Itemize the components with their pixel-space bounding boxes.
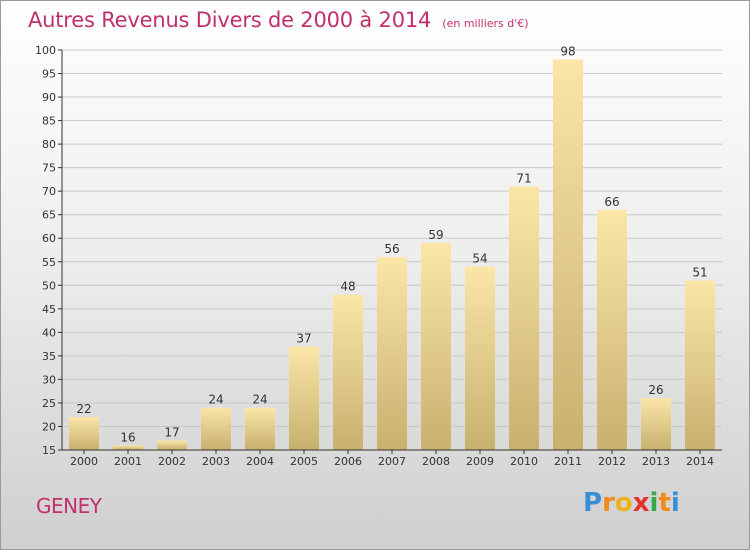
y-tick-label: 25 bbox=[42, 397, 56, 410]
y-tick-label: 100 bbox=[35, 44, 56, 57]
axes bbox=[58, 49, 722, 454]
data-label: 24 bbox=[252, 393, 267, 407]
bar bbox=[553, 59, 583, 450]
brand-letter: i bbox=[670, 488, 680, 518]
bar bbox=[69, 417, 99, 450]
data-label: 56 bbox=[384, 242, 399, 256]
data-label: 24 bbox=[208, 393, 223, 407]
brand-letter: o bbox=[614, 488, 633, 518]
y-tick-label: 50 bbox=[42, 279, 56, 292]
y-tick-label: 40 bbox=[42, 326, 56, 339]
data-label: 48 bbox=[340, 280, 355, 294]
x-tick-label: 2007 bbox=[378, 455, 406, 468]
data-label: 51 bbox=[692, 266, 707, 280]
x-tick-label: 2003 bbox=[202, 455, 230, 468]
y-tick-label: 90 bbox=[42, 91, 56, 104]
y-tick-label: 20 bbox=[42, 420, 56, 433]
chart-title: Autres Revenus Divers de 2000 à 2014 bbox=[28, 8, 432, 32]
bar bbox=[377, 257, 407, 450]
bar bbox=[597, 210, 627, 450]
data-label: 16 bbox=[120, 430, 135, 444]
bar bbox=[201, 407, 231, 450]
bar bbox=[685, 280, 715, 450]
data-label: 59 bbox=[428, 228, 443, 242]
chart-header: Autres Revenus Divers de 2000 à 2014 (en… bbox=[28, 8, 529, 32]
x-tick-label: 2013 bbox=[642, 455, 670, 468]
y-tick-label: 60 bbox=[42, 232, 56, 245]
data-label: 71 bbox=[516, 171, 531, 185]
y-tick-label: 55 bbox=[42, 256, 56, 269]
bar bbox=[641, 398, 671, 450]
bar bbox=[465, 266, 495, 450]
y-tick-label: 45 bbox=[42, 303, 56, 316]
data-label: 54 bbox=[472, 251, 487, 265]
x-tick-label: 2004 bbox=[246, 455, 274, 468]
x-tick-label: 2010 bbox=[510, 455, 538, 468]
bar bbox=[333, 294, 363, 450]
brand-letter: x bbox=[632, 488, 650, 518]
y-tick-label: 70 bbox=[42, 185, 56, 198]
x-tick-label: 2009 bbox=[466, 455, 494, 468]
place-name: GENEY bbox=[36, 494, 102, 518]
x-tick-label: 2001 bbox=[114, 455, 142, 468]
y-tick-label: 85 bbox=[42, 115, 56, 128]
bar bbox=[157, 440, 187, 450]
x-tick-label: 2011 bbox=[554, 455, 582, 468]
bar bbox=[289, 346, 319, 450]
x-tick-label: 2006 bbox=[334, 455, 362, 468]
data-label: 17 bbox=[164, 426, 179, 440]
x-tick-label: 2000 bbox=[70, 455, 98, 468]
data-label: 37 bbox=[296, 331, 311, 345]
bar bbox=[509, 186, 539, 450]
brand-letter: P bbox=[583, 488, 603, 518]
y-tick-label: 35 bbox=[42, 350, 56, 363]
x-tick-label: 2005 bbox=[290, 455, 318, 468]
bars bbox=[69, 59, 715, 450]
x-tick-label: 2008 bbox=[422, 455, 450, 468]
bar bbox=[113, 445, 143, 450]
data-label: 22 bbox=[76, 402, 91, 416]
data-label: 66 bbox=[604, 195, 619, 209]
data-label: 98 bbox=[560, 44, 575, 58]
chart-subtitle: (en milliers d'€) bbox=[442, 17, 529, 30]
brand-letter: r bbox=[602, 488, 615, 518]
x-tick-label: 2002 bbox=[158, 455, 186, 468]
x-tick-label: 2012 bbox=[598, 455, 626, 468]
brand-letter: t bbox=[658, 488, 671, 518]
brand-logo: Proxiti bbox=[583, 488, 680, 518]
y-tick-label: 15 bbox=[42, 444, 56, 457]
y-tick-label: 80 bbox=[42, 138, 56, 151]
brand-letter: i bbox=[649, 488, 659, 518]
y-tick-label: 75 bbox=[42, 162, 56, 175]
labels: 15 20 25 30 35 40 45 50 55 60 65 70 75 80 85 90 95 100 200… bbox=[35, 44, 714, 468]
y-tick-label: 95 bbox=[42, 68, 56, 81]
bar bbox=[245, 407, 275, 450]
x-tick-label: 2014 bbox=[686, 455, 714, 468]
y-tick-label: 30 bbox=[42, 373, 56, 386]
bar bbox=[421, 242, 451, 450]
y-tick-label: 65 bbox=[42, 209, 56, 222]
data-label: 26 bbox=[648, 383, 663, 397]
